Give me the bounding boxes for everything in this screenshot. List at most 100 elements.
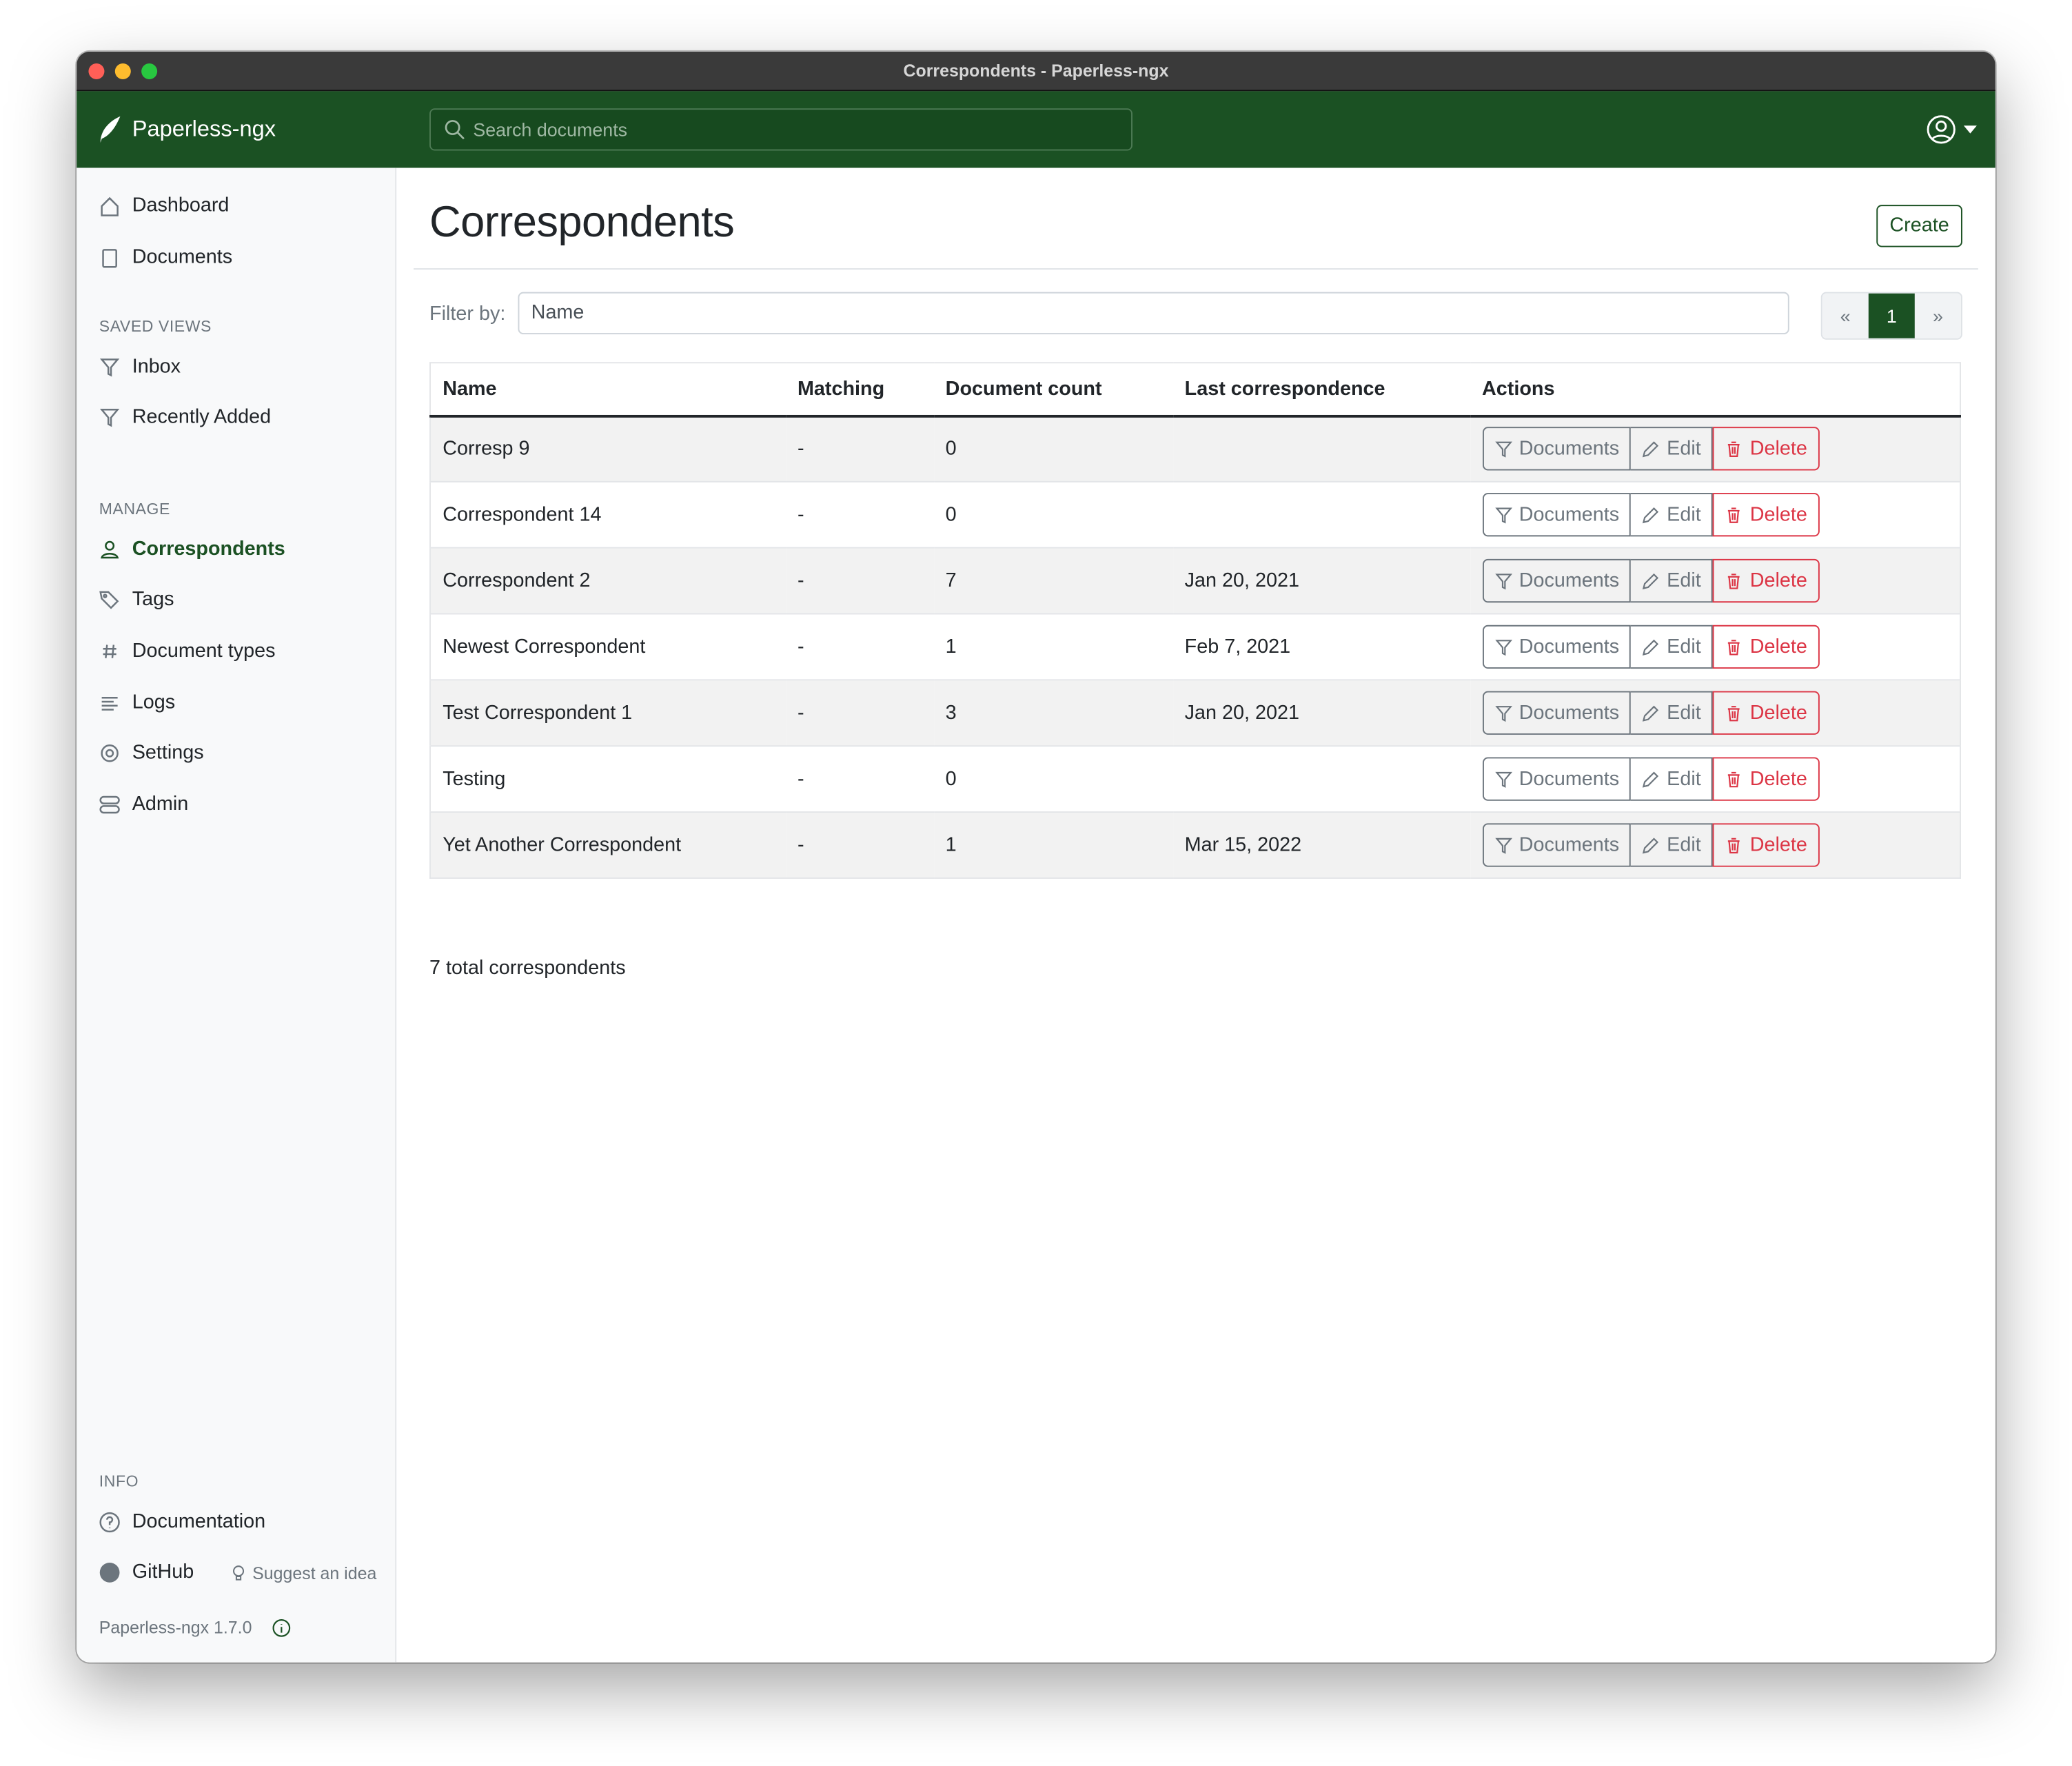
documents-button[interactable]: Documents bbox=[1482, 757, 1632, 801]
cell-document-count: 1 bbox=[933, 811, 1173, 878]
total-count: 7 total correspondents bbox=[429, 956, 626, 980]
cell-name: Yet Another Correspondent bbox=[430, 811, 786, 878]
delete-button[interactable]: Delete bbox=[1713, 427, 1820, 471]
cell-document-count: 1 bbox=[933, 613, 1173, 680]
sidebar-item-correspondents[interactable]: Correspondents bbox=[99, 538, 285, 560]
edit-button[interactable]: Edit bbox=[1631, 427, 1714, 471]
trash-icon bbox=[1728, 639, 1740, 655]
documents-button[interactable]: Documents bbox=[1482, 493, 1632, 537]
cell-last-correspondence: Mar 15, 2022 bbox=[1172, 811, 1470, 878]
edit-button[interactable]: Edit bbox=[1631, 493, 1714, 537]
action-button-group: Documents Edit Delete bbox=[1482, 493, 1960, 537]
edit-label: Edit bbox=[1667, 636, 1701, 658]
caret-down-icon bbox=[1963, 125, 1977, 134]
sidebar-item-dashboard[interactable]: Dashboard bbox=[99, 194, 230, 217]
info-circle-icon[interactable] bbox=[272, 1618, 290, 1636]
close-window-button[interactable] bbox=[88, 63, 105, 80]
minimize-window-button[interactable] bbox=[114, 63, 131, 80]
pencil-icon bbox=[1643, 771, 1659, 787]
suggest-label: Suggest an idea bbox=[252, 1563, 377, 1583]
text-left-icon bbox=[101, 696, 118, 710]
edit-label: Edit bbox=[1667, 438, 1701, 460]
version-label: Paperless-ngx 1.7.0 bbox=[99, 1617, 252, 1638]
action-button-group: Documents Edit Delete bbox=[1482, 558, 1960, 603]
documents-label: Documents bbox=[1519, 503, 1620, 527]
documents-button[interactable]: Documents bbox=[1482, 558, 1632, 603]
filter-name-input[interactable]: Name bbox=[518, 292, 1789, 335]
cell-actions: Documents Edit Delete bbox=[1470, 414, 1961, 482]
sidebar-item-label: Document types bbox=[132, 639, 276, 662]
column-header-name[interactable]: Name bbox=[430, 363, 786, 417]
edit-button[interactable]: Edit bbox=[1631, 558, 1714, 603]
edit-button[interactable]: Edit bbox=[1631, 823, 1714, 867]
sidebar-item-recently-added[interactable]: Recently Added bbox=[99, 405, 272, 429]
delete-button[interactable]: Delete bbox=[1713, 558, 1820, 603]
question-circle-icon bbox=[99, 1511, 120, 1532]
sidebar-item-settings[interactable]: Settings bbox=[99, 741, 204, 764]
cell-matching: - bbox=[785, 547, 934, 614]
page-1-button[interactable]: 1 bbox=[1868, 293, 1915, 338]
cell-name: Test Correspondent 1 bbox=[430, 679, 786, 747]
user-menu-button[interactable] bbox=[1927, 115, 1977, 144]
cell-last-correspondence bbox=[1172, 480, 1470, 548]
trash-icon bbox=[1728, 837, 1740, 853]
user-circle-icon bbox=[1927, 115, 1956, 144]
column-header-actions: Actions bbox=[1470, 363, 1961, 417]
sidebar-item-label: Recently Added bbox=[132, 405, 272, 429]
search-input[interactable]: Search documents bbox=[429, 108, 1133, 151]
delete-label: Delete bbox=[1749, 438, 1807, 460]
funnel-icon bbox=[1494, 573, 1512, 589]
sidebar-item-github[interactable]: GitHub bbox=[99, 1561, 194, 1583]
delete-button[interactable]: Delete bbox=[1713, 691, 1820, 735]
suggest-idea-link[interactable]: Suggest an idea bbox=[230, 1563, 377, 1583]
prev-page-button[interactable]: « bbox=[1822, 293, 1869, 338]
sidebar-item-documents[interactable]: Documents bbox=[99, 246, 232, 268]
sidebar-item-label: Admin bbox=[132, 793, 189, 815]
window-title: Correspondents - Paperless-ngx bbox=[903, 61, 1169, 81]
edit-button[interactable]: Edit bbox=[1631, 625, 1714, 669]
brand-link[interactable]: Paperless-ngx bbox=[98, 115, 276, 144]
delete-button[interactable]: Delete bbox=[1713, 757, 1820, 801]
delete-label: Delete bbox=[1749, 833, 1807, 857]
maximize-window-button[interactable] bbox=[141, 63, 158, 80]
delete-button[interactable]: Delete bbox=[1713, 823, 1820, 867]
cell-last-correspondence: Feb 7, 2021 bbox=[1172, 613, 1470, 680]
cell-actions: Documents Edit Delete bbox=[1470, 547, 1961, 614]
sidebar-item-inbox[interactable]: Inbox bbox=[99, 356, 181, 378]
cell-matching: - bbox=[785, 811, 934, 878]
next-page-button[interactable]: » bbox=[1914, 293, 1961, 338]
cell-actions: Documents Edit Delete bbox=[1470, 480, 1961, 548]
documents-button[interactable]: Documents bbox=[1482, 427, 1632, 471]
sidebar-item-admin[interactable]: Admin bbox=[99, 793, 188, 815]
delete-button[interactable]: Delete bbox=[1713, 625, 1820, 669]
delete-label: Delete bbox=[1749, 636, 1807, 658]
cell-name: Correspondent 2 bbox=[430, 547, 786, 614]
edit-button[interactable]: Edit bbox=[1631, 691, 1714, 735]
documents-button[interactable]: Documents bbox=[1482, 625, 1632, 669]
sidebar-item-label: Dashboard bbox=[132, 194, 230, 217]
filter-label: Filter by: bbox=[429, 303, 506, 325]
column-header-last-correspondence[interactable]: Last correspondence bbox=[1172, 363, 1470, 417]
cell-document-count: 7 bbox=[933, 547, 1173, 614]
cell-document-count: 0 bbox=[933, 480, 1173, 548]
funnel-icon bbox=[99, 358, 120, 376]
pencil-icon bbox=[1643, 704, 1659, 721]
edit-button[interactable]: Edit bbox=[1631, 757, 1714, 801]
trash-icon bbox=[1728, 507, 1740, 522]
documents-button[interactable]: Documents bbox=[1482, 691, 1632, 735]
page-title: Correspondents bbox=[429, 196, 735, 246]
sidebar: Dashboard Documents SAVED VIEWS Inbox Re… bbox=[77, 168, 397, 1663]
column-header-document-count[interactable]: Document count bbox=[933, 363, 1173, 417]
documents-button[interactable]: Documents bbox=[1482, 823, 1632, 867]
sidebar-item-documentation[interactable]: Documentation bbox=[99, 1510, 265, 1533]
column-header-matching[interactable]: Matching bbox=[785, 363, 934, 417]
action-button-group: Documents Edit Delete bbox=[1482, 427, 1960, 471]
cell-document-count: 0 bbox=[933, 414, 1173, 482]
delete-button[interactable]: Delete bbox=[1713, 493, 1820, 537]
funnel-icon bbox=[1494, 441, 1512, 458]
sidebar-item-logs[interactable]: Logs bbox=[99, 691, 175, 713]
create-button[interactable]: Create bbox=[1876, 205, 1962, 247]
cell-name: Corresp 9 bbox=[430, 414, 786, 482]
sidebar-item-document-types[interactable]: Document types bbox=[99, 640, 276, 662]
sidebar-item-tags[interactable]: Tags bbox=[99, 588, 174, 611]
